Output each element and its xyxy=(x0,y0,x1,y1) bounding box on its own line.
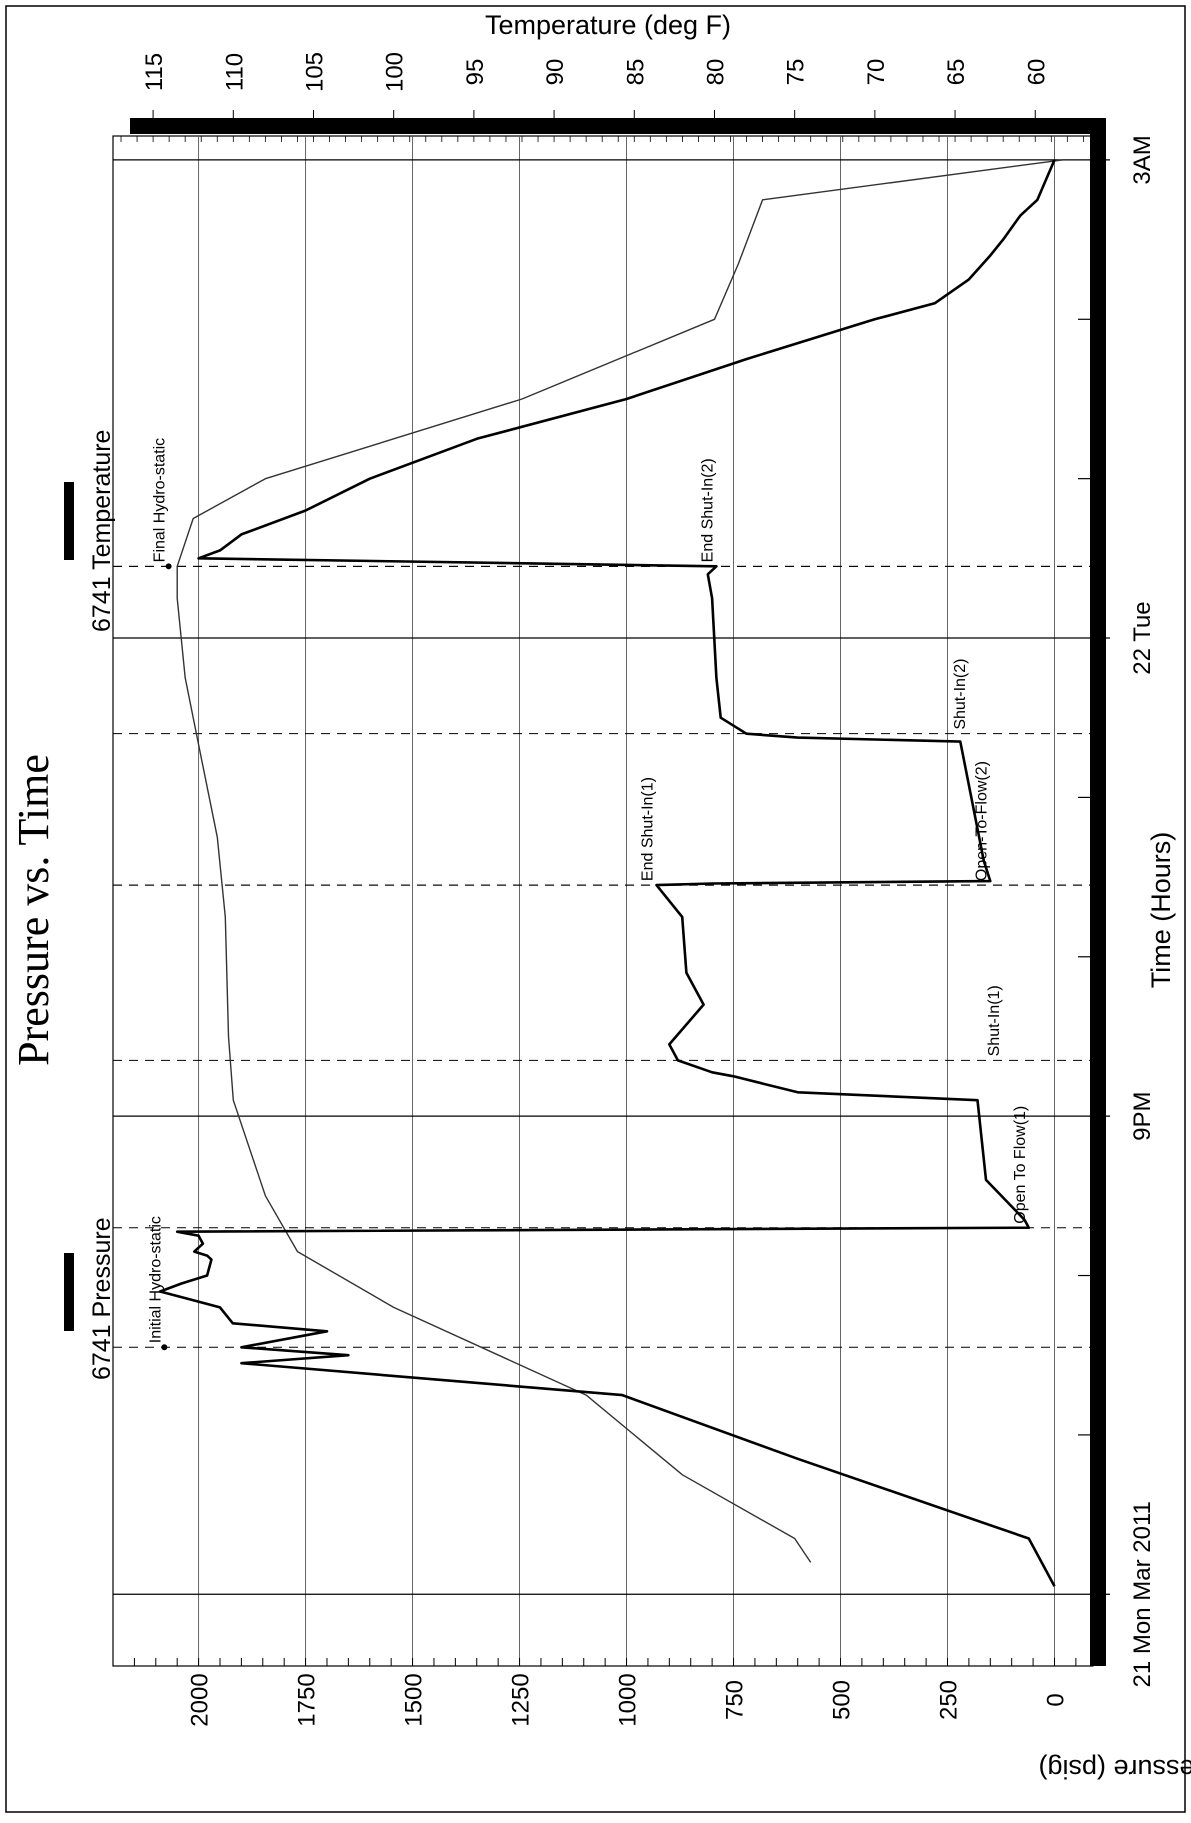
legend: 6741 Pressure 6741 Temperature xyxy=(64,430,116,1380)
hydrostatic-point xyxy=(161,1344,168,1351)
temperature-tick-label: 110 xyxy=(221,53,248,91)
event-marker-label: Open-To-Flow(2) xyxy=(973,761,990,881)
time-tick-label: 22 Tue xyxy=(1129,601,1156,674)
legend-pressure-label: 6741 Pressure xyxy=(88,1217,116,1380)
pressure-tick-label: 750 xyxy=(722,1680,749,1720)
temperature-tick-label: 105 xyxy=(301,52,328,92)
temperature-tick-label: 60 xyxy=(1023,59,1050,86)
event-marker-label: End Shut-In(1) xyxy=(639,777,656,881)
outer-border xyxy=(5,5,1186,1813)
pressure-tick-label: 0 xyxy=(1042,1693,1069,1706)
time-axis-band xyxy=(1090,118,1106,1666)
temperature-axis-band xyxy=(130,118,1090,134)
temperature-tick-label: 70 xyxy=(863,59,890,86)
time-tick-label: 3AM xyxy=(1129,135,1156,184)
hydrostatic-point xyxy=(165,563,172,570)
temperature-tick-label: 90 xyxy=(542,59,569,86)
event-marker-label: Open To Flow(1) xyxy=(1012,1106,1029,1224)
event-marker-label: Final Hydro-static xyxy=(152,438,169,562)
temperature-tick-label: 65 xyxy=(943,59,970,86)
chart-title: Pressure vs. Time xyxy=(9,754,58,1066)
temperature-tick-label: 115 xyxy=(141,53,168,91)
event-marker-label: End Shut-In(2) xyxy=(699,458,716,562)
plot-area: 0 250 500 750 1000 1250 1500 1750 2000 60 65 70 75 80… xyxy=(112,52,1156,1727)
event-marker-label: Shut-In(1) xyxy=(986,985,1003,1056)
temperature-tick-label: 85 xyxy=(622,59,649,86)
legend-temperature-swatch xyxy=(64,482,74,560)
pressure-tick-label: 1750 xyxy=(294,1673,321,1726)
right-axis-title: Temperature (deg F) xyxy=(485,10,731,40)
legend-temperature-label: 6741 Temperature xyxy=(88,430,116,632)
temperature-tick-label: 75 xyxy=(783,59,810,86)
time-tick-label: 9PM xyxy=(1129,1091,1156,1140)
temperature-tick-label: 80 xyxy=(702,59,729,86)
pressure-tick-label: 250 xyxy=(935,1680,962,1720)
temperature-tick-label: 95 xyxy=(462,59,489,86)
pressure-tick-label: 1000 xyxy=(615,1673,642,1726)
pressure-tick-label: 1500 xyxy=(401,1673,428,1726)
pressure-tick-label: 500 xyxy=(829,1680,856,1720)
legend-pressure-swatch xyxy=(64,1253,74,1331)
temperature-tick-label: 100 xyxy=(382,52,409,92)
pressure-tick-label: 2000 xyxy=(187,1673,214,1726)
pressure-series-line xyxy=(158,159,1056,1587)
temperature-series-line xyxy=(176,159,1063,1563)
pressure-tick-label: 1250 xyxy=(508,1673,535,1726)
left-axis-title: Pressure (psig) xyxy=(1038,1754,1191,1784)
event-marker-label: Shut-In(2) xyxy=(952,659,969,730)
time-tick-label: 21 Mon Mar 2011 xyxy=(1129,1501,1156,1687)
event-marker-label: Initial Hydro-static xyxy=(147,1216,164,1343)
x-axis-title: Time (Hours) xyxy=(1146,832,1176,989)
